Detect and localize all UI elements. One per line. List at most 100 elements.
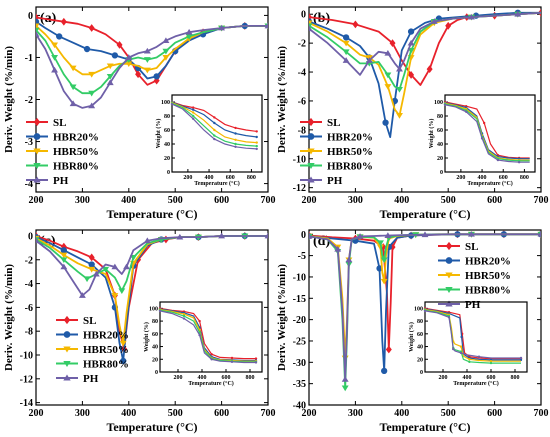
inset-point [468, 360, 471, 364]
inset-series-line [424, 309, 521, 364]
x-tick-label: 300 [348, 408, 363, 419]
x-tick-label: 500 [441, 195, 456, 206]
legend: SL HBR20% HBR50% HBR80% PH [300, 117, 373, 187]
inset-point [191, 108, 195, 111]
data-point [342, 49, 350, 56]
data-point [143, 67, 151, 74]
legend-marker [307, 148, 315, 155]
legend-marker [33, 133, 41, 140]
x-tick-label: 200 [29, 195, 44, 206]
data-point [421, 231, 429, 238]
y-tick-label: -5 [298, 251, 306, 262]
data-point [125, 61, 133, 68]
inset-point [519, 358, 523, 362]
data-point [153, 73, 160, 80]
x-tick-label: 700 [261, 408, 276, 419]
data-point [88, 24, 95, 32]
inset-x-label: Temperature (°C) [453, 380, 499, 387]
y-tick-label: -1 [25, 53, 33, 64]
inset-point [477, 355, 481, 358]
data-point [445, 21, 452, 30]
y-tick-label: -6 [298, 96, 306, 107]
x-tick-label: 500 [441, 408, 456, 419]
legend-marker [307, 133, 315, 140]
legend-marker [307, 162, 315, 170]
data-point [88, 266, 96, 273]
inset-y-tick-label: 20 [437, 156, 443, 162]
y-tick-label: -10 [293, 272, 306, 283]
data-point [60, 17, 67, 26]
legend-marker [33, 176, 41, 183]
plot-frame [308, 6, 542, 193]
data-point [123, 263, 130, 270]
data-point [185, 28, 193, 35]
data-point [56, 33, 63, 40]
legend-label: HBR80% [465, 285, 511, 297]
y-tick-label: 0 [28, 231, 33, 242]
inset-point [468, 358, 471, 361]
inset-series-line [424, 310, 521, 359]
legend-marker [33, 148, 41, 155]
x-tick-label: 600 [487, 195, 502, 206]
data-point [88, 261, 95, 268]
data-point [218, 24, 226, 31]
inset-y-tick-label: 100 [434, 100, 443, 106]
data-point [51, 66, 59, 73]
series-line-ph [36, 235, 268, 297]
data-point [78, 292, 86, 298]
inset-point [489, 359, 493, 363]
inset-point [182, 317, 186, 320]
inset-x-tick-label: 200 [183, 175, 192, 181]
data-point [111, 263, 119, 270]
y-tick-label: -12 [20, 374, 33, 385]
data-point [380, 278, 388, 285]
x-tick-label: 300 [348, 195, 363, 206]
inset-point [489, 361, 493, 365]
data-point [514, 10, 522, 17]
y-tick-label: -12 [293, 183, 306, 194]
legend-label: PH [83, 373, 99, 385]
inset-point [423, 309, 427, 313]
inset-x-tick-label: 400 [463, 375, 472, 381]
inset-point [519, 356, 523, 360]
data-point [218, 232, 226, 239]
data-point [88, 102, 96, 109]
inset-x-tick-label: 800 [247, 175, 256, 181]
data-point [384, 72, 392, 79]
y-tick-label: -6 [25, 303, 33, 314]
legend-marker [33, 117, 41, 127]
data-point [83, 276, 91, 283]
x-tick-label: 400 [394, 408, 409, 419]
series-line-hbr50 [36, 235, 268, 345]
data-point [69, 84, 77, 91]
data-point [69, 65, 77, 72]
data-point [83, 45, 91, 53]
inset-y-tick-label: 40 [164, 142, 170, 148]
legend: SL HBR20% HBR50% HBR80% PH [26, 117, 99, 187]
series-group [36, 232, 268, 365]
inset-point [230, 360, 234, 364]
x-tick-label: 700 [534, 195, 549, 206]
inset-point [234, 132, 237, 135]
inset-y-tick-label: 80 [417, 319, 423, 325]
data-point [135, 70, 142, 79]
inset-x-tick-label: 800 [511, 375, 520, 381]
data-point [407, 28, 415, 35]
inset-point [213, 128, 216, 132]
inset-x-tick-label: 600 [226, 175, 235, 181]
inset-y-tick-label: 60 [164, 128, 170, 134]
inset-x-tick-label: 400 [198, 375, 207, 381]
x-tick-label: 200 [302, 195, 317, 206]
data-point [69, 100, 77, 107]
y-tick-label: -35 [293, 379, 306, 390]
inset-chart: 200 400 600 800 0 20 40 60 80 100 Temperature (°C)… [143, 301, 263, 387]
data-point [143, 237, 151, 244]
x-tick-label: 500 [168, 408, 183, 419]
y-axis-label: Deriv. Weight (%/min) [3, 264, 15, 371]
y-tick-label: -30 [293, 358, 306, 369]
data-point [88, 71, 96, 78]
legend-label: HBR20% [465, 256, 511, 268]
data-point [119, 340, 127, 347]
y-tick-label: -40 [293, 401, 306, 412]
data-point [389, 39, 396, 48]
